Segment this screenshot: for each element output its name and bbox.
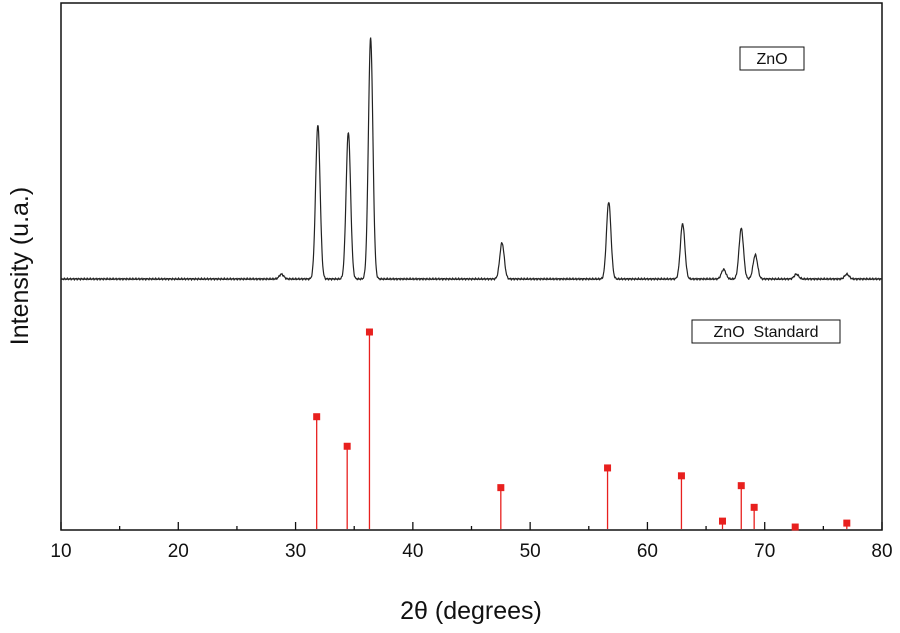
y-axis-title: Intensity (u.a.) bbox=[6, 187, 34, 345]
legend-zno-standard: ZnO Standard bbox=[691, 319, 841, 344]
x-axis-title: 2θ (degrees) bbox=[400, 597, 542, 625]
legend-zno: ZnO bbox=[739, 46, 805, 71]
standard-peak-marker bbox=[750, 503, 758, 511]
legend-zno-label: ZnO bbox=[756, 51, 787, 68]
x-tick-label: 80 bbox=[871, 541, 892, 562]
x-tick-label: 50 bbox=[520, 541, 541, 562]
zno-pattern-line bbox=[60, 37, 883, 282]
zno-pattern bbox=[60, 37, 883, 282]
x-tick-label: 70 bbox=[754, 541, 775, 562]
standard-peak-marker bbox=[791, 523, 799, 531]
standard-peak-marker bbox=[718, 517, 726, 525]
x-tick-label: 20 bbox=[168, 541, 189, 562]
zno-standard-sticks bbox=[313, 328, 851, 531]
legend-zno-standard-label: ZnO Standard bbox=[714, 324, 819, 341]
standard-peak-marker bbox=[604, 464, 612, 472]
x-tick-label: 10 bbox=[50, 541, 71, 562]
plot-frame bbox=[60, 2, 883, 531]
x-tick-label: 40 bbox=[402, 541, 423, 562]
standard-peak-marker bbox=[313, 413, 321, 421]
standard-peak-marker bbox=[343, 442, 351, 450]
x-axis: 10 20 30 40 50 60 70 80 bbox=[50, 522, 893, 562]
standard-peak-marker bbox=[365, 328, 373, 336]
x-tick-label: 60 bbox=[637, 541, 658, 562]
legend-zno-standard-box bbox=[691, 319, 841, 344]
legend-zno-box bbox=[739, 46, 805, 71]
standard-peak-marker bbox=[737, 482, 745, 490]
standard-peak-marker bbox=[497, 484, 505, 492]
standard-peak-marker bbox=[843, 519, 851, 527]
x-tick-label: 30 bbox=[285, 541, 306, 562]
standard-peak-marker bbox=[677, 472, 685, 480]
